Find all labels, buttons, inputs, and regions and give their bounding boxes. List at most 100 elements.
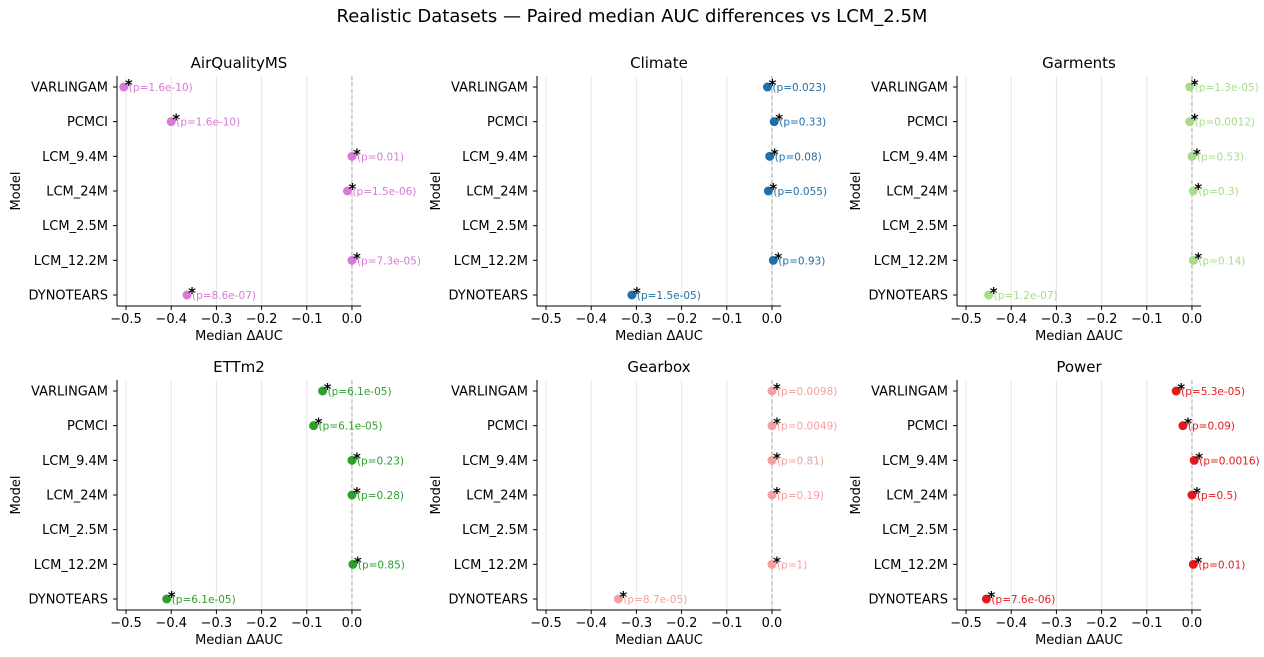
y-axis-label: Model	[9, 475, 24, 514]
significance-star-3: *	[769, 180, 777, 198]
p-value-label-0: (p=1.3e-05)	[1195, 82, 1259, 94]
significance-star-5: *	[353, 249, 361, 267]
x-axis-label: Median ΔAUC	[615, 329, 703, 344]
x-tick-label-3: −0.2	[246, 616, 278, 631]
y-tick-label-3: LCM_24M	[466, 185, 528, 200]
data-point-5	[347, 255, 357, 265]
y-tick-label-0: VARLINGAM	[871, 385, 948, 400]
chart-panel-3: −0.5 −0.4 −0.3 −0.2 −0.1 0.0 VARLINGAM PCMCI LCM…	[9, 358, 405, 648]
y-tick-label-0: VARLINGAM	[31, 81, 108, 96]
y-tick-label-1: PCMCI	[67, 115, 108, 130]
data-point-2	[765, 151, 775, 161]
p-value-label-5: (p=0.01)	[1198, 559, 1245, 571]
data-point-5	[348, 559, 358, 569]
data-point-2	[347, 151, 357, 161]
data-point-1	[767, 421, 777, 431]
x-tick-label-0: −0.5	[110, 312, 142, 327]
data-point-1	[166, 117, 176, 127]
data-point-2	[347, 455, 357, 465]
chart-title: Garments	[1042, 54, 1116, 72]
data-point-0	[767, 386, 777, 396]
p-value-label-3: (p=1.5e-06)	[352, 186, 416, 198]
data-point-5	[1188, 255, 1198, 265]
significance-star-0: *	[769, 76, 777, 94]
p-value-label-5: (p=0.85)	[358, 559, 405, 571]
x-tick-label-3: −0.2	[666, 616, 698, 631]
data-point-3	[342, 186, 352, 196]
data-point-3	[767, 490, 777, 500]
p-value-label-2: (p=0.53)	[1197, 151, 1244, 163]
data-point-0	[762, 82, 772, 92]
significance-star-6: *	[987, 588, 995, 606]
y-tick-label-4: LCM_2.5M	[42, 523, 108, 538]
x-tick-label-4: −0.1	[711, 312, 743, 327]
significance-star-2: *	[771, 145, 779, 163]
significance-star-0: *	[773, 380, 781, 398]
y-tick-label-3: LCM_24M	[46, 185, 108, 200]
significance-star-3: *	[1193, 484, 1201, 502]
chart-title: ETTm2	[213, 358, 265, 376]
p-value-label-1: (p=0.33)	[779, 117, 826, 129]
p-value-label-3: (p=0.5)	[1197, 490, 1237, 502]
significance-star-1: *	[315, 415, 323, 433]
p-value-label-5: (p=7.3e-05)	[357, 255, 421, 267]
p-value-label-6: (p=8.6e-07)	[192, 290, 256, 302]
x-axis-label: Median ΔAUC	[195, 633, 283, 648]
p-value-label-0: (p=0.023)	[772, 82, 826, 94]
y-tick-label-6: DYNOTEARS	[28, 289, 108, 304]
significance-star-1: *	[172, 111, 180, 129]
p-value-label-1: (p=1.6e-10)	[176, 117, 240, 129]
x-axis-label: Median ΔAUC	[1035, 329, 1123, 344]
p-value-label-2: (p=0.81)	[777, 455, 824, 467]
y-tick-label-6: DYNOTEARS	[448, 289, 528, 304]
p-value-label-2: (p=0.01)	[357, 151, 404, 163]
significance-star-5: *	[774, 249, 782, 267]
x-tick-label-2: −0.3	[201, 312, 233, 327]
x-tick-label-0: −0.5	[530, 312, 562, 327]
x-tick-label-2: −0.3	[1041, 616, 1073, 631]
p-value-label-0: (p=5.3e-05)	[1181, 386, 1245, 398]
data-point-1	[1178, 421, 1188, 431]
significance-star-0: *	[1191, 76, 1199, 94]
significance-star-5: *	[354, 553, 362, 571]
x-tick-label-3: −0.2	[246, 312, 278, 327]
x-tick-label-1: −0.4	[575, 616, 607, 631]
significance-star-6: *	[188, 284, 196, 302]
chart-title: AirQualityMS	[191, 54, 288, 72]
y-tick-label-2: LCM_9.4M	[882, 454, 948, 469]
significance-star-1: *	[773, 415, 781, 433]
y-tick-label-3: LCM_24M	[46, 489, 108, 504]
significance-star-0: *	[1177, 380, 1185, 398]
y-tick-label-2: LCM_9.4M	[42, 454, 108, 469]
significance-star-0: *	[324, 380, 332, 398]
x-tick-label-5: 0.0	[342, 616, 363, 631]
significance-star-3: *	[353, 484, 361, 502]
significance-star-2: *	[353, 145, 361, 163]
p-value-label-3: (p=0.3)	[1198, 186, 1238, 198]
y-tick-label-5: LCM_12.2M	[454, 558, 528, 573]
y-tick-label-1: PCMCI	[487, 419, 528, 434]
significance-star-6: *	[633, 284, 641, 302]
chart-panel-5: −0.5 −0.4 −0.3 −0.2 −0.1 0.0 VARLINGAM PCMCI LCM…	[849, 358, 1260, 648]
significance-star-6: *	[619, 588, 627, 606]
y-tick-label-0: VARLINGAM	[871, 81, 948, 96]
p-value-label-5: (p=0.14)	[1198, 255, 1245, 267]
y-tick-label-4: LCM_2.5M	[462, 523, 528, 538]
p-value-label-5: (p=1)	[777, 559, 807, 571]
data-point-6	[981, 594, 991, 604]
x-tick-label-3: −0.2	[1086, 616, 1118, 631]
y-tick-label-5: LCM_12.2M	[874, 558, 948, 573]
p-value-label-2: (p=0.0016)	[1199, 455, 1259, 467]
x-tick-label-3: −0.2	[1086, 312, 1118, 327]
p-value-label-1: (p=6.1e-05)	[319, 421, 383, 433]
y-tick-label-4: LCM_2.5M	[882, 219, 948, 234]
p-value-label-1: (p=0.09)	[1188, 421, 1235, 433]
x-tick-label-4: −0.1	[1131, 312, 1163, 327]
p-value-label-2: (p=0.08)	[775, 151, 822, 163]
data-point-1	[309, 421, 319, 431]
p-value-label-6: (p=7.6e-06)	[991, 594, 1055, 606]
x-tick-label-2: −0.3	[201, 616, 233, 631]
x-axis-label: Median ΔAUC	[1035, 633, 1123, 648]
y-tick-label-2: LCM_9.4M	[462, 150, 528, 165]
